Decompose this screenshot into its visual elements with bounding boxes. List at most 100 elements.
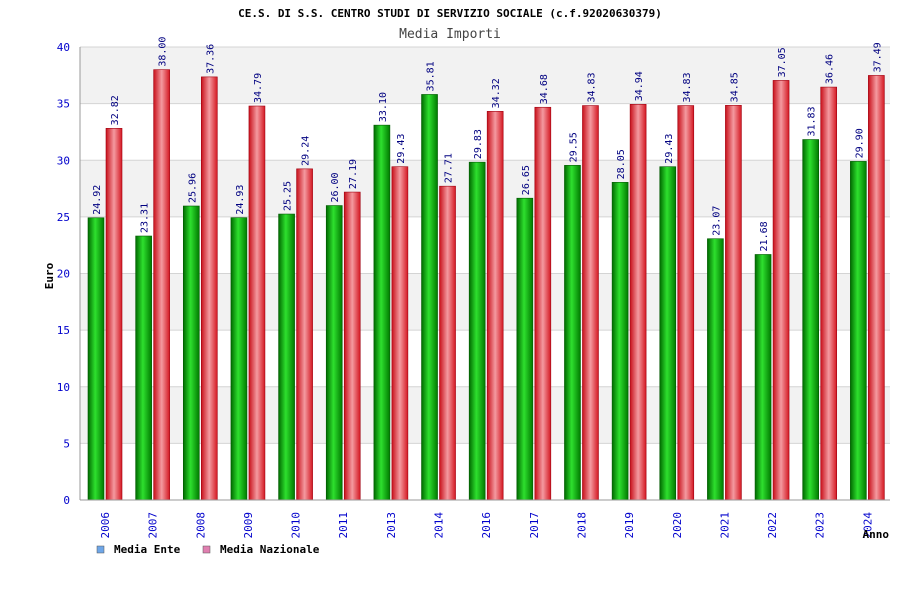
value-label: 26.65	[521, 165, 532, 195]
bar-media-nazionale	[248, 105, 266, 501]
value-label: 33.10	[378, 92, 389, 122]
bar-media-ente	[659, 166, 677, 501]
bar-media-nazionale	[820, 86, 838, 501]
value-label: 34.85	[729, 72, 740, 102]
x-axis-tick-labels: 2006 2007 2008 2009 2010 2011 2013 2014 2016 2017…	[99, 512, 874, 539]
x-tick-label: 2018	[575, 512, 588, 539]
value-label: 24.92	[92, 185, 103, 215]
x-tick-label: 2009	[242, 512, 255, 539]
value-label: 34.79	[253, 73, 264, 103]
x-tick-label: 2017	[528, 512, 541, 539]
value-label: 32.82	[110, 95, 121, 125]
bar-media-nazionale	[725, 105, 742, 501]
legend-label-media-ente: Media Ente	[114, 543, 181, 556]
value-label: 29.43	[664, 134, 675, 164]
bar-media-ente	[421, 94, 438, 501]
legend: Media Ente Media Nazionale	[96, 543, 320, 556]
value-label: 37.36	[205, 44, 216, 74]
x-tick-label: 2023	[814, 512, 827, 539]
bar-media-ente	[754, 254, 772, 501]
value-label: 26.00	[330, 172, 341, 202]
x-tick-label: 2007	[147, 512, 160, 539]
y-tick-label: 35	[57, 98, 70, 111]
bar-media-ente	[611, 182, 629, 501]
legend-swatch-media-ente	[96, 545, 105, 554]
bar-media-nazionale	[868, 75, 885, 501]
value-labels: 24.92 32.82 23.31 38.00 25.96 37.36 24.93 34.79…	[92, 37, 883, 252]
x-tick-label: 2014	[433, 512, 446, 539]
y-tick-label: 20	[57, 268, 70, 281]
bar-media-nazionale	[534, 106, 552, 501]
value-label: 29.55	[568, 132, 579, 162]
bar-media-nazionale	[105, 128, 123, 501]
bar-media-ente	[135, 235, 152, 501]
y-tick-label: 30	[57, 154, 70, 167]
bar-media-nazionale	[391, 166, 409, 501]
bar-media-ente	[564, 165, 581, 501]
y-tick-label: 40	[57, 41, 70, 54]
bar-media-ente	[850, 161, 867, 501]
value-label: 31.83	[807, 106, 818, 136]
value-label: 25.96	[187, 173, 198, 203]
bar-media-ente	[87, 217, 105, 501]
value-label: 29.43	[396, 134, 407, 164]
value-label: 35.81	[426, 61, 437, 91]
bar-media-nazionale	[629, 104, 647, 501]
x-tick-label: 2019	[623, 512, 636, 539]
value-label: 34.68	[539, 74, 550, 104]
value-label: 34.83	[586, 72, 597, 102]
bar-media-nazionale	[200, 76, 218, 501]
legend-swatch-media-nazionale	[202, 545, 211, 554]
x-tick-label: 2020	[671, 512, 684, 539]
bar-media-ente	[182, 205, 200, 501]
value-label: 29.83	[473, 129, 484, 159]
value-label: 25.25	[283, 181, 294, 211]
bar-media-ente	[516, 197, 534, 501]
value-label: 27.71	[444, 153, 455, 183]
bar-media-nazionale	[677, 105, 695, 501]
bar-media-nazionale	[582, 105, 599, 501]
x-tick-label: 2024	[861, 512, 874, 539]
bar-media-nazionale	[343, 191, 361, 501]
bar-media-ente	[802, 139, 820, 501]
value-label: 23.07	[711, 206, 722, 236]
value-label: 37.05	[777, 47, 788, 77]
y-tick-label: 5	[63, 437, 70, 450]
value-label: 27.19	[348, 159, 359, 189]
value-label: 29.90	[854, 128, 865, 158]
bar-media-nazionale	[439, 185, 456, 501]
y-tick-label: 10	[57, 381, 70, 394]
bar-media-nazionale	[296, 168, 313, 501]
bar-media-ente	[278, 213, 295, 501]
bar-media-ente	[468, 161, 486, 501]
x-tick-label: 2013	[385, 512, 398, 539]
bar-media-ente	[325, 205, 343, 501]
y-axis-label: Euro	[43, 262, 56, 289]
y-tick-label: 15	[57, 324, 70, 337]
value-label: 23.31	[140, 203, 151, 233]
bar-media-nazionale	[153, 69, 170, 501]
value-label: 24.93	[235, 185, 246, 215]
x-tick-label: 2008	[194, 512, 207, 539]
value-label: 34.32	[491, 78, 502, 108]
value-label: 37.49	[872, 42, 883, 72]
x-tick-label: 2016	[480, 512, 493, 539]
value-label: 29.24	[301, 136, 312, 166]
x-tick-label: 2011	[337, 512, 350, 539]
x-tick-label: 2006	[99, 512, 112, 539]
value-label: 34.94	[634, 71, 645, 101]
legend-label-media-nazionale: Media Nazionale	[220, 543, 320, 556]
chart-title: CE.S. DI S.S. CENTRO STUDI DI SERVIZIO S…	[238, 7, 662, 20]
bar-media-ente	[373, 124, 391, 501]
value-label: 36.46	[825, 54, 836, 84]
value-label: 34.83	[682, 72, 693, 102]
x-tick-label: 2021	[718, 512, 731, 539]
value-label: 28.05	[616, 149, 627, 179]
bar-media-nazionale	[486, 111, 504, 501]
x-tick-label: 2010	[290, 512, 303, 539]
value-label: 21.68	[759, 221, 770, 251]
value-label: 38.00	[158, 37, 169, 67]
x-axis-label: Anno	[863, 528, 890, 541]
